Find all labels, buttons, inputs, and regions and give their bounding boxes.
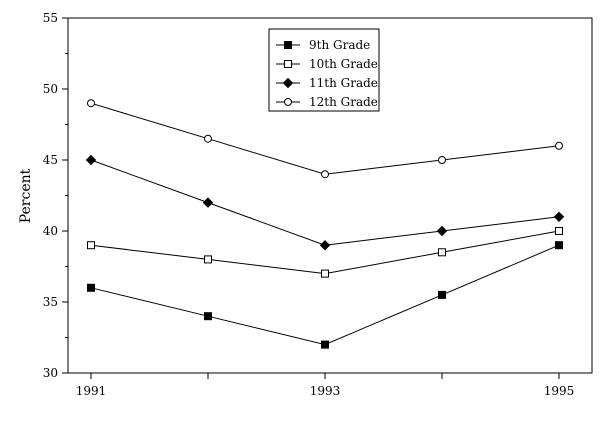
data-point-11th-grade (436, 225, 448, 237)
x-tick-label: 1993 (310, 384, 341, 398)
data-point-11th-grade (202, 197, 214, 208)
y-tick-label: 30 (43, 366, 58, 380)
series-11th-grade (85, 154, 565, 251)
x-axis: 1991 1993 1995 (76, 373, 575, 398)
data-point-10th-grade (438, 248, 446, 257)
data-point-legend-11th-grade (282, 77, 294, 89)
y-tick-label: 35 (43, 295, 58, 309)
data-point-9th-grade (204, 312, 212, 321)
legend-item-10th-grade: 10th Grade (276, 57, 378, 71)
legend-item-9th-grade: 9th Grade (276, 38, 370, 52)
data-point-12th-grade (321, 170, 329, 179)
data-point-12th-grade (87, 99, 95, 108)
series-line-12th-grade (90, 102, 560, 175)
data-point-9th-grade (555, 241, 563, 250)
data-point-10th-grade (321, 269, 329, 278)
data-point-9th-grade (321, 340, 329, 349)
y-axis-title: Percent (18, 168, 34, 223)
series-line-10th-grade (90, 230, 560, 275)
series-layer (85, 99, 565, 349)
data-point-legend-10th-grade (284, 60, 292, 68)
legend-label: 9th Grade (309, 38, 370, 52)
series-line-9th-grade (90, 244, 560, 346)
legend-label: 12th Grade (309, 95, 378, 109)
series-10th-grade (87, 227, 563, 278)
data-point-10th-grade (204, 255, 212, 264)
data-point-10th-grade (555, 227, 563, 235)
data-point-legend-9th-grade (284, 41, 292, 49)
y-tick-label: 45 (43, 153, 58, 167)
data-point-12th-grade (555, 141, 563, 150)
y-tick-label: 40 (43, 224, 58, 238)
data-point-11th-grade (319, 239, 331, 251)
legend-item-12th-grade: 12th Grade (276, 95, 378, 109)
y-tick-label: 50 (43, 82, 58, 96)
data-point-12th-grade (438, 156, 446, 164)
data-point-legend-12th-grade (284, 98, 292, 106)
data-point-12th-grade (204, 134, 212, 143)
x-tick-label: 1995 (544, 384, 575, 398)
data-point-9th-grade (438, 290, 446, 299)
data-point-9th-grade (87, 283, 95, 292)
series-9th-grade (87, 241, 563, 349)
data-point-11th-grade (553, 211, 565, 223)
series-12th-grade (87, 99, 563, 179)
data-point-10th-grade (87, 241, 95, 250)
legend-item-11th-grade: 11th Grade (276, 76, 378, 90)
legend-label: 11th Grade (309, 76, 378, 90)
y-tick-label: 55 (43, 11, 58, 25)
y-axis: 30 35 40 45 50 55 (43, 11, 68, 380)
legend: 9th Grade 10th Grade 11th Grade 12th Grade (268, 28, 380, 112)
legend-label: 10th Grade (309, 57, 378, 71)
data-point-11th-grade (85, 154, 97, 166)
x-tick-label: 1991 (76, 384, 107, 398)
